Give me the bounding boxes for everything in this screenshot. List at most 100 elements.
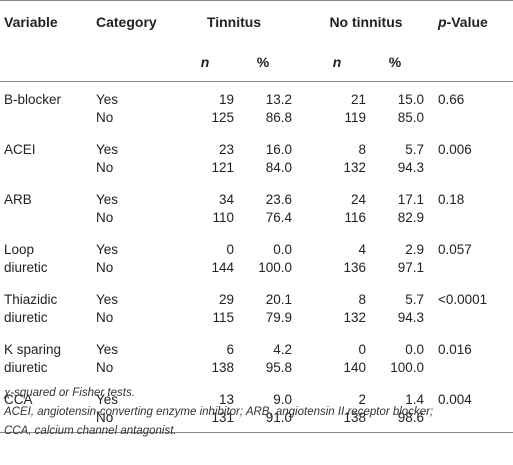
cell-category: No bbox=[96, 260, 114, 275]
cell-n-no-tinnitus: 21 bbox=[350, 92, 366, 107]
cell-n-tinnitus: 138 bbox=[211, 360, 234, 375]
cell-category: Yes bbox=[96, 142, 119, 157]
cell-n-no-tinnitus: 24 bbox=[350, 192, 366, 207]
cell-category: Yes bbox=[96, 342, 119, 357]
header-row-sub: n % n % bbox=[0, 43, 513, 82]
cell-n-tinnitus: 23 bbox=[218, 142, 234, 157]
cell-pct-no-tinnitus: 2.9 bbox=[405, 242, 424, 257]
cell-n-no-tinnitus: 8 bbox=[358, 142, 366, 157]
cell-pct-tinnitus: 20.1 bbox=[265, 292, 292, 307]
cell-variable: diuretic bbox=[4, 310, 48, 325]
table-row: K sparing Yes 6 4.2 0 0.0 0.016 bbox=[0, 332, 513, 359]
footnote-abbrev-2: CCA, calcium channel antagonist. bbox=[4, 425, 177, 437]
table-body: B-blocker Yes 19 13.2 21 15.0 0.66 No 125 86.8 119… bbox=[0, 82, 513, 433]
footnote-abbrev-1: ACEI, angiotensin-converting enzyme inhi… bbox=[4, 406, 434, 418]
table-row: Thiazidic Yes 29 20.1 8 5.7 <0.0001 bbox=[0, 282, 513, 309]
header-n-tinnitus: n bbox=[200, 54, 210, 70]
cell-pct-no-tinnitus: 1.4 bbox=[405, 392, 424, 407]
cell-pct-no-tinnitus: 5.7 bbox=[405, 142, 424, 157]
cell-pct-no-tinnitus: 94.3 bbox=[397, 310, 424, 325]
cell-pct-tinnitus: 0.0 bbox=[273, 242, 292, 257]
cell-pct-no-tinnitus: 100.0 bbox=[390, 360, 424, 375]
cell-variable bbox=[0, 209, 96, 232]
cell-category: Yes bbox=[96, 392, 119, 407]
cell-variable: K sparing bbox=[4, 342, 62, 357]
cell-category: Yes bbox=[96, 192, 119, 207]
cell-variable bbox=[0, 159, 96, 182]
cell-n-tinnitus: 34 bbox=[218, 192, 234, 207]
table-row: CCA Yes 13 9.0 2 1.4 0.004 bbox=[0, 382, 513, 409]
cell-n-tinnitus: 125 bbox=[211, 110, 234, 125]
cell-n-tinnitus: 13 bbox=[218, 392, 234, 407]
cell-p-value: 0.66 bbox=[438, 92, 465, 107]
cell-category: No bbox=[96, 160, 114, 175]
cell-variable bbox=[0, 109, 96, 132]
cell-variable: ACEI bbox=[4, 142, 36, 157]
table-row: ACEI Yes 23 16.0 8 5.7 0.006 bbox=[0, 132, 513, 159]
cell-pct-no-tinnitus: 82.9 bbox=[397, 210, 424, 225]
cell-p-value: 0.18 bbox=[438, 192, 465, 207]
cell-pct-no-tinnitus: 98.6 bbox=[397, 410, 424, 425]
cell-n-tinnitus: 29 bbox=[218, 292, 234, 307]
cell-n-no-tinnitus: 8 bbox=[358, 292, 366, 307]
cell-variable: B-blocker bbox=[4, 92, 62, 107]
cell-pct-tinnitus: 4.2 bbox=[273, 342, 292, 357]
cell-pct-no-tinnitus: 17.1 bbox=[397, 192, 424, 207]
table-footnotes: χ-squared or Fisher tests. ACEI, angiote… bbox=[4, 384, 509, 441]
cell-pct-tinnitus: 16.0 bbox=[265, 142, 292, 157]
table-row: diuretic No 138 95.8 140 100.0 bbox=[0, 359, 513, 382]
cell-n-no-tinnitus: 119 bbox=[344, 110, 366, 125]
cell-p-value: 0.004 bbox=[438, 392, 472, 407]
cell-pct-no-tinnitus: 94.3 bbox=[397, 160, 424, 175]
cell-variable: Loop bbox=[4, 242, 35, 257]
cell-pct-tinnitus: 95.8 bbox=[265, 360, 292, 375]
header-n-no-tinnitus: n bbox=[332, 54, 342, 70]
cell-pct-tinnitus: 76.4 bbox=[265, 210, 292, 225]
cell-category: No bbox=[96, 110, 114, 125]
cell-variable: diuretic bbox=[4, 260, 48, 275]
header-category: Category bbox=[96, 14, 157, 30]
cell-variable: diuretic bbox=[4, 360, 48, 375]
header-no-tinnitus: No tinnitus bbox=[329, 14, 403, 30]
cell-pct-tinnitus: 13.2 bbox=[265, 92, 292, 107]
header-p-italic: p bbox=[438, 14, 447, 30]
cell-n-no-tinnitus: 138 bbox=[343, 410, 366, 425]
cell-n-no-tinnitus: 2 bbox=[358, 392, 366, 407]
cell-category: No bbox=[96, 360, 114, 375]
cell-pct-tinnitus: 9.0 bbox=[273, 392, 292, 407]
table-row: No 131 91.0 138 98.6 bbox=[0, 409, 513, 433]
table-row: diuretic No 115 79.9 132 94.3 bbox=[0, 309, 513, 332]
cell-pct-no-tinnitus: 85.0 bbox=[397, 110, 424, 125]
cell-n-no-tinnitus: 116 bbox=[344, 210, 366, 225]
cell-pct-no-tinnitus: 0.0 bbox=[405, 342, 424, 357]
cell-n-tinnitus: 6 bbox=[226, 342, 234, 357]
cell-category: No bbox=[96, 310, 114, 325]
table-row: ARB Yes 34 23.6 24 17.1 0.18 bbox=[0, 182, 513, 209]
cell-p-value: <0.0001 bbox=[438, 292, 488, 307]
cell-pct-no-tinnitus: 97.1 bbox=[397, 260, 424, 275]
table-row: No 110 76.4 116 82.9 bbox=[0, 209, 513, 232]
cell-category: Yes bbox=[96, 242, 119, 257]
footnote-tests: χ-squared or Fisher tests. bbox=[4, 387, 135, 399]
table-row: No 121 84.0 132 94.3 bbox=[0, 159, 513, 182]
cell-variable: ARB bbox=[4, 192, 32, 207]
cell-n-tinnitus: 0 bbox=[226, 242, 234, 257]
cell-n-no-tinnitus: 140 bbox=[343, 360, 366, 375]
cell-variable: CCA bbox=[4, 392, 33, 407]
cell-p-value: 0.057 bbox=[438, 242, 472, 257]
cell-pct-tinnitus: 23.6 bbox=[265, 192, 292, 207]
cell-category: No bbox=[96, 410, 114, 425]
table-row: diuretic No 144 100.0 136 97.1 bbox=[0, 259, 513, 282]
cell-n-tinnitus: 121 bbox=[211, 160, 234, 175]
cell-pct-no-tinnitus: 15.0 bbox=[397, 92, 424, 107]
cell-variable: Thiazidic bbox=[4, 292, 58, 307]
cell-p-value: 0.016 bbox=[438, 342, 472, 357]
cell-pct-tinnitus: 100.0 bbox=[258, 260, 292, 275]
table-row: Loop Yes 0 0.0 4 2.9 0.057 bbox=[0, 232, 513, 259]
table-row: B-blocker Yes 19 13.2 21 15.0 0.66 bbox=[0, 82, 513, 110]
table-row: No 125 86.8 119 85.0 bbox=[0, 109, 513, 132]
cell-n-tinnitus: 19 bbox=[218, 92, 234, 107]
cell-n-no-tinnitus: 0 bbox=[358, 342, 366, 357]
header-p-value: p-Value bbox=[424, 1, 513, 44]
